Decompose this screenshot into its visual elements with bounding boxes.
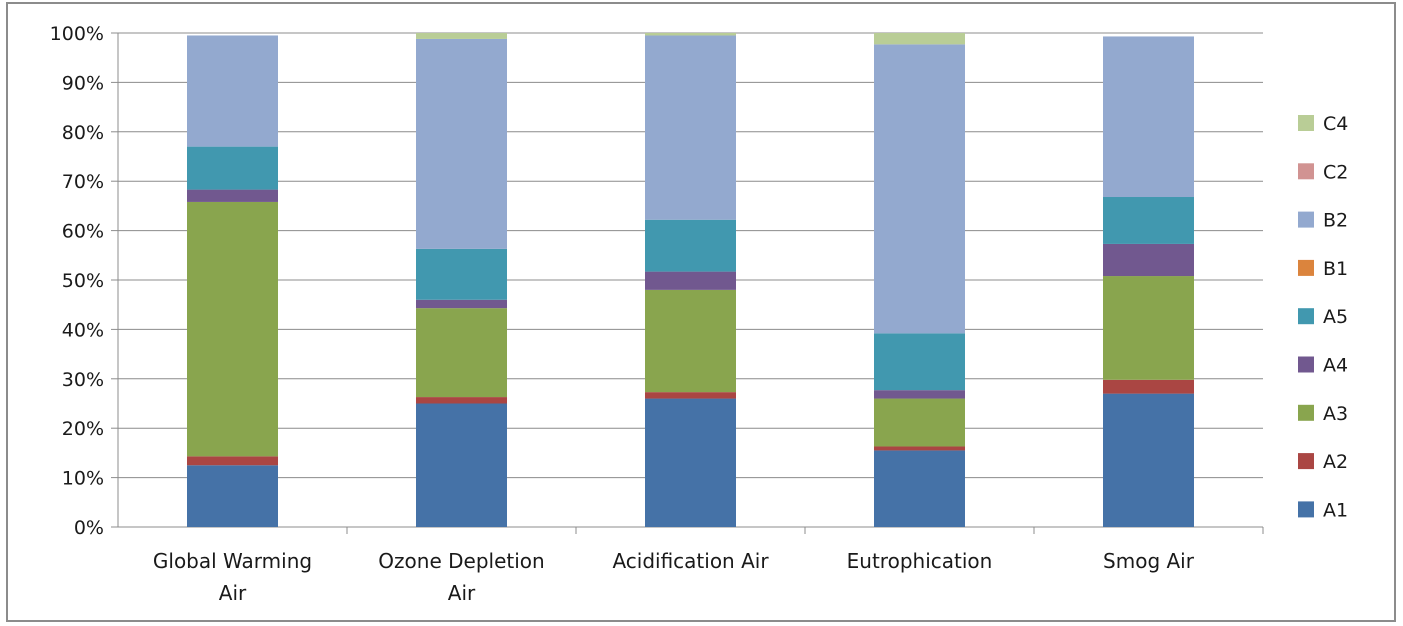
bar-segment-a4 <box>645 271 736 290</box>
x-category-label: Global Warming <box>153 549 312 573</box>
bar-segment-a3 <box>187 201 278 457</box>
legend-label: B2 <box>1323 210 1348 232</box>
bar-segment-a5 <box>416 248 507 300</box>
legend-label: B1 <box>1323 258 1348 280</box>
bar-segment-a3 <box>645 289 736 393</box>
bar-segment-a1 <box>1103 393 1194 527</box>
legend-label: A2 <box>1323 451 1348 473</box>
legend-label: A4 <box>1323 355 1348 377</box>
bar-segment-b2 <box>187 35 278 147</box>
legend-swatch-b1 <box>1298 259 1314 276</box>
legend-swatch-a4 <box>1298 356 1314 373</box>
legend-swatch-a3 <box>1298 404 1314 421</box>
y-tick-label: 90% <box>62 72 104 94</box>
bar-segment-a4 <box>187 189 278 202</box>
bar-segment-a2 <box>1103 379 1194 394</box>
legend-swatch-b2 <box>1298 211 1314 228</box>
bar-segment-a2 <box>416 397 507 404</box>
bar-segment-a4 <box>1103 243 1194 277</box>
bar-segment-b2 <box>416 38 507 249</box>
legend-swatch-a2 <box>1298 453 1314 470</box>
y-tick-label: 70% <box>62 171 104 193</box>
bar-segment-a1 <box>187 465 278 527</box>
bar-segment-a5 <box>1103 197 1194 244</box>
bar-segment-b2 <box>1103 36 1194 198</box>
legend-label: C4 <box>1323 113 1348 135</box>
x-category-label: Ozone Depletion <box>378 549 544 573</box>
bar-segment-a2 <box>645 392 736 399</box>
legend-label: A1 <box>1323 499 1348 521</box>
x-category-label: Eutrophication <box>847 549 993 573</box>
bar-segment-c4 <box>416 33 507 39</box>
y-tick-label: 50% <box>62 270 104 292</box>
legend-swatch-a1 <box>1298 501 1314 518</box>
bar-segment-a2 <box>874 446 965 451</box>
y-tick-label: 30% <box>62 369 104 391</box>
x-category-label: Smog Air <box>1103 549 1195 573</box>
bar-segment-a1 <box>645 398 736 527</box>
y-tick-label: 20% <box>62 418 104 440</box>
bar-segment-b2 <box>874 44 965 334</box>
bar-segment-a4 <box>874 390 965 399</box>
legend-swatch-a5 <box>1298 308 1314 325</box>
legend-swatch-c2 <box>1298 163 1314 180</box>
legend-label: C2 <box>1323 161 1348 183</box>
y-tick-label: 60% <box>62 221 104 243</box>
bar-segment-a1 <box>874 450 965 527</box>
legend-swatch-c4 <box>1298 115 1314 131</box>
bar-segment-a3 <box>874 398 965 447</box>
legend-label: A5 <box>1323 306 1348 328</box>
bar-segment-a4 <box>416 299 507 309</box>
bar-segment-a3 <box>1103 276 1194 380</box>
bar-segment-a3 <box>416 308 507 398</box>
y-tick-label: 80% <box>62 122 104 144</box>
bar-segment-a2 <box>187 456 278 466</box>
y-tick-label: 10% <box>62 468 104 490</box>
y-tick-label: 0% <box>74 517 104 539</box>
bar-segment-a5 <box>187 146 278 190</box>
bar-segment-a5 <box>645 219 736 272</box>
y-tick-label: 100% <box>50 23 104 45</box>
bar-segment-b2 <box>645 35 736 220</box>
x-category-label: Air <box>448 581 476 605</box>
bar-segment-c4 <box>645 33 736 36</box>
y-tick-label: 40% <box>62 319 104 341</box>
bar-segment-a5 <box>874 333 965 391</box>
legend-label: A3 <box>1323 403 1348 425</box>
bar-segment-a1 <box>416 403 507 527</box>
x-category-label: Air <box>219 581 247 605</box>
bar-segment-c4 <box>874 33 965 45</box>
x-category-label: Acidification Air <box>612 549 769 573</box>
